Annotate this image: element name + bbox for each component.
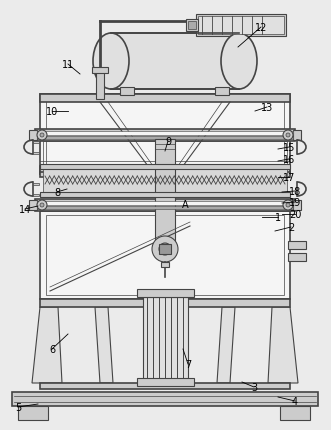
Bar [111,34,239,90]
Bar [288,241,306,249]
Text: 18: 18 [289,187,301,197]
Bar [40,95,290,103]
Polygon shape [95,307,113,383]
Bar [96,70,104,100]
Text: 12: 12 [255,23,267,33]
Text: 6: 6 [49,344,55,354]
Bar [188,22,196,30]
Bar [280,406,310,420]
Bar [293,200,301,211]
Circle shape [37,200,47,211]
Bar [92,68,108,74]
Bar [35,200,295,212]
Bar [37,202,293,206]
Text: 1: 1 [275,212,281,222]
Polygon shape [217,307,235,383]
Text: 5: 5 [15,402,21,412]
Circle shape [286,134,290,138]
Bar [18,406,48,420]
Bar [159,244,171,255]
Circle shape [283,131,293,141]
Text: 11: 11 [62,60,74,70]
Bar [46,99,284,171]
Circle shape [40,203,44,208]
Bar [40,212,290,299]
Circle shape [152,237,178,262]
Bar [155,140,175,255]
Bar [40,166,290,175]
Ellipse shape [93,34,129,90]
Ellipse shape [221,34,257,90]
Circle shape [40,134,44,138]
Bar [29,131,37,141]
Text: 9: 9 [165,137,171,147]
Text: 10: 10 [46,107,58,117]
Bar [37,206,293,209]
Bar [33,141,39,144]
Bar [33,153,39,155]
Text: 14: 14 [19,205,31,215]
Bar [33,194,39,197]
Text: 2: 2 [288,222,294,233]
Bar [196,15,286,37]
Bar [33,184,39,186]
Bar [37,137,293,140]
Bar [137,378,194,386]
Bar [43,141,287,168]
Bar [120,88,134,96]
Text: 17: 17 [283,172,295,183]
Text: 3: 3 [251,382,257,392]
Bar [40,383,290,389]
Circle shape [159,243,171,255]
Bar [46,215,284,295]
Text: A: A [182,200,188,209]
Polygon shape [32,307,62,383]
Circle shape [286,203,290,208]
Bar [186,20,198,32]
Bar [40,95,290,175]
Bar [40,193,290,197]
Bar [12,392,318,406]
Bar [143,297,188,383]
Bar [40,165,290,169]
Bar [35,130,295,141]
Bar [29,200,37,211]
Bar [161,262,169,267]
Bar [137,289,194,297]
Bar [37,132,293,136]
Text: 8: 8 [54,187,60,197]
Bar [198,17,284,35]
Text: 4: 4 [292,396,298,406]
Text: 19: 19 [289,197,301,208]
Bar [40,299,290,307]
Text: 15: 15 [283,143,295,153]
Text: 7: 7 [185,359,191,369]
Text: 16: 16 [283,155,295,165]
Bar [40,172,290,178]
Text: 13: 13 [261,103,273,113]
Bar [215,88,229,96]
Bar [288,253,306,261]
Bar [293,131,301,141]
Bar [43,168,287,194]
Circle shape [37,131,47,141]
Circle shape [283,200,293,211]
Text: 20: 20 [289,209,301,219]
Polygon shape [268,307,298,383]
